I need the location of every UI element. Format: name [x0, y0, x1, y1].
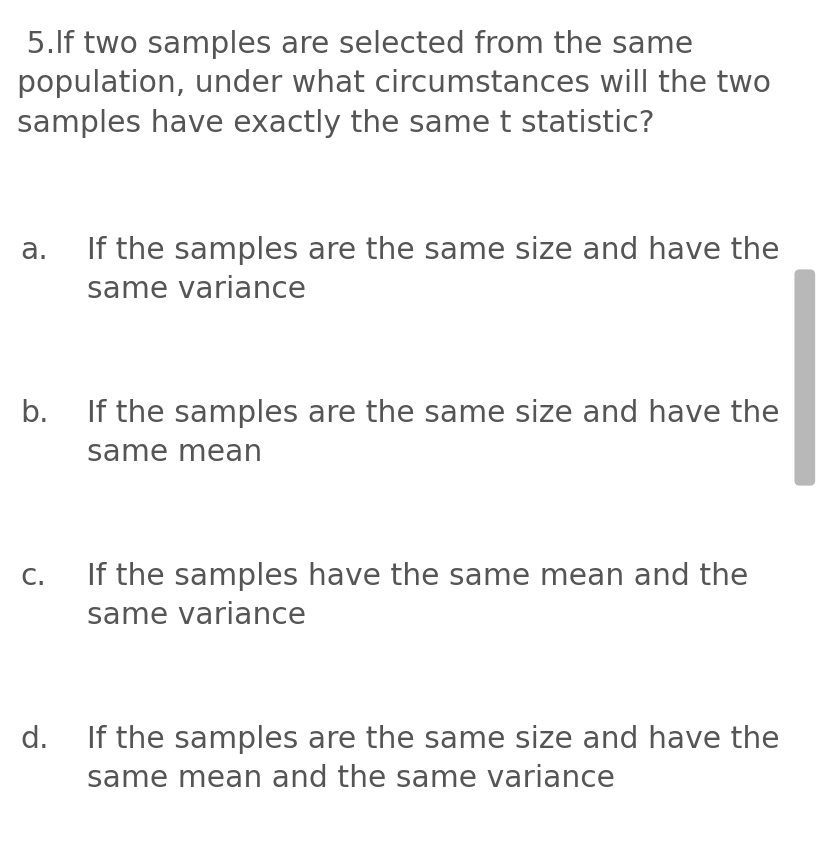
Text: c.: c. — [21, 562, 46, 591]
Text: If the samples are the same size and have the
same mean and the same variance: If the samples are the same size and hav… — [87, 725, 779, 794]
Text: d.: d. — [21, 725, 50, 754]
Text: If the samples have the same mean and the
same variance: If the samples have the same mean and th… — [87, 562, 748, 631]
Text: If the samples are the same size and have the
same variance: If the samples are the same size and hav… — [87, 236, 779, 305]
FancyBboxPatch shape — [794, 269, 814, 486]
Text: 5.lf two samples are selected from the same
population, under what circumstances: 5.lf two samples are selected from the s… — [17, 30, 770, 138]
Text: a.: a. — [21, 236, 49, 265]
Text: If the samples are the same size and have the
same mean: If the samples are the same size and hav… — [87, 399, 779, 468]
Text: b.: b. — [21, 399, 50, 428]
